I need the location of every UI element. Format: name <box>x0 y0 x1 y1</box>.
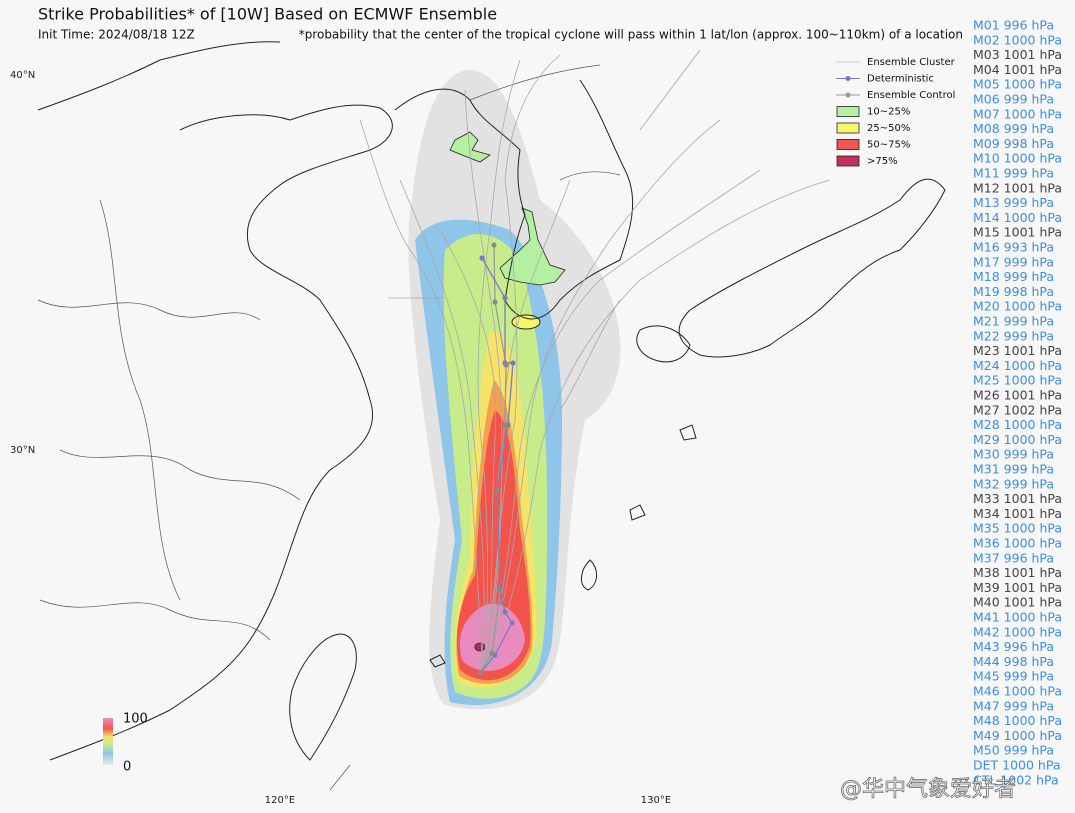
member-label: M50 999 hPa <box>973 743 1054 758</box>
member-label: M31 999 hPa <box>973 462 1054 477</box>
member-label: DET 1000 hPa <box>973 758 1060 773</box>
member-label: M39 1001 hPa <box>973 580 1062 595</box>
legend-swatch <box>836 139 860 150</box>
member-label: M15 1001 hPa <box>973 225 1062 240</box>
member-label: M41 1000 hPa <box>973 610 1062 625</box>
member-label: M45 999 hPa <box>973 669 1054 684</box>
member-label: M34 1001 hPa <box>973 506 1062 521</box>
member-label: M03 1001 hPa <box>973 47 1062 62</box>
track-point <box>502 609 508 615</box>
member-label: M07 1000 hPa <box>973 106 1062 121</box>
member-label: M14 1000 hPa <box>973 210 1062 225</box>
member-label: M18 999 hPa <box>973 269 1054 284</box>
probability-field <box>408 70 621 710</box>
track-point <box>494 487 500 493</box>
member-label: M27 1002 hPa <box>973 402 1062 417</box>
member-label: M16 993 hPa <box>973 240 1054 255</box>
member-label: M20 1000 hPa <box>973 299 1062 314</box>
lon-label: 130°E <box>641 795 671 806</box>
legend-label: 50~75% <box>867 140 910 151</box>
member-label: M10 1000 hPa <box>973 151 1062 166</box>
member-label: M43 996 hPa <box>973 639 1054 654</box>
lat-label: 30°N <box>10 445 35 456</box>
legend: Ensemble Cluster Deterministic Ensemble Co… <box>836 57 956 167</box>
member-label: M33 1001 hPa <box>973 491 1062 506</box>
colorbar-min: 0 <box>123 760 131 775</box>
legend-label: Ensemble Cluster <box>867 57 956 68</box>
member-label: M21 999 hPa <box>973 314 1054 329</box>
member-label: M30 999 hPa <box>973 447 1054 462</box>
member-label: M32 999 hPa <box>973 476 1054 491</box>
control-track <box>479 244 507 674</box>
legend-label: 10~25% <box>867 107 910 118</box>
member-label: M24 1000 hPa <box>973 358 1062 373</box>
member-label: M25 1000 hPa <box>973 373 1062 388</box>
member-label: M28 1000 hPa <box>973 417 1062 432</box>
lon-label: 120°E <box>265 795 295 806</box>
colorbar <box>103 718 113 765</box>
init-time: Init Time: 2024/08/18 12Z <box>38 28 195 42</box>
note: *probability that the center of the trop… <box>299 28 963 42</box>
track-point <box>489 650 495 656</box>
member-label: M04 1001 hPa <box>973 62 1062 77</box>
member-label: M06 999 hPa <box>973 92 1054 107</box>
member-label: M40 1001 hPa <box>973 595 1062 610</box>
legend-label: >75% <box>867 156 898 167</box>
member-label: M23 1001 hPa <box>973 343 1062 358</box>
member-label: M12 1001 hPa <box>973 180 1062 195</box>
member-label: M08 999 hPa <box>973 121 1054 136</box>
member-label: M36 1000 hPa <box>973 536 1062 551</box>
track-point <box>497 587 503 593</box>
member-label: M35 1000 hPa <box>973 521 1062 536</box>
member-label: M17 999 hPa <box>973 254 1054 269</box>
member-label: M37 996 hPa <box>973 550 1054 565</box>
track-point <box>510 360 516 366</box>
member-label: M02 1000 hPa <box>973 32 1062 47</box>
legend-swatch <box>836 106 860 117</box>
legend-label: Ensemble Control <box>867 90 955 101</box>
member-label: CTL 1002 hPa <box>973 772 1059 787</box>
member-label: M38 1001 hPa <box>973 565 1062 580</box>
member-label: M42 1000 hPa <box>973 624 1062 639</box>
member-label: M01 996 hPa <box>973 18 1054 33</box>
track-point <box>509 620 515 626</box>
member-label: M19 998 hPa <box>973 284 1054 299</box>
lat-label: 40°N <box>10 70 35 81</box>
watermark: @华中气象爱好者 <box>840 777 1016 802</box>
member-label: M13 999 hPa <box>973 195 1054 210</box>
track-point <box>503 362 509 368</box>
track-point <box>492 299 498 305</box>
legend-label: 25~50% <box>867 123 910 134</box>
colorbar-max: 100 <box>123 712 148 727</box>
legend-dot <box>845 76 851 81</box>
legend-swatch <box>836 155 860 167</box>
legend-swatch <box>836 122 860 134</box>
member-label: M48 1000 hPa <box>973 713 1062 728</box>
member-label: M44 998 hPa <box>973 654 1054 669</box>
ensemble-tracks <box>359 49 831 673</box>
borders <box>37 64 621 791</box>
title: Strike Probabilities* of [10W] Based on … <box>38 5 497 24</box>
track-dots <box>477 242 516 676</box>
track-point <box>502 422 508 428</box>
track-point <box>477 670 483 676</box>
member-label: M05 1000 hPa <box>973 77 1062 92</box>
member-label: M09 998 hPa <box>973 136 1054 151</box>
member-label: M46 1000 hPa <box>973 684 1062 699</box>
member-label: M47 999 hPa <box>973 698 1054 713</box>
member-label: M49 1000 hPa <box>973 728 1062 743</box>
member-label: M29 1000 hPa <box>973 432 1062 447</box>
legend-dot <box>845 92 851 98</box>
track-point <box>502 295 508 301</box>
member-label: M26 1001 hPa <box>973 388 1062 403</box>
member-label: M11 999 hPa <box>973 166 1054 181</box>
legend-label: Deterministic <box>867 74 934 85</box>
track-point <box>491 242 497 248</box>
member-label: M22 999 hPa <box>973 328 1054 343</box>
track-point <box>479 255 485 261</box>
